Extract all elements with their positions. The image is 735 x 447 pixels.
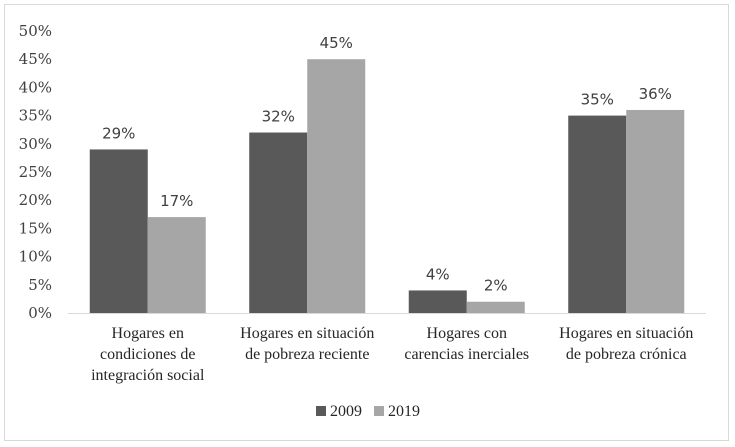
bar-2009-1 [249,132,308,313]
legend-swatch-2009 [316,406,326,416]
bar-2019-3 [626,109,685,314]
y-tick-label: 50% [19,22,52,40]
x-category-label: de pobreza crónica [566,346,687,363]
x-category-label: Hogares en situación [240,325,374,342]
x-category-label: condiciones de [100,346,196,363]
data-label: 36% [639,85,672,103]
y-tick-label: 25% [19,163,52,181]
y-tick-label: 5% [28,276,52,294]
x-category-label: de pobreza reciente [245,346,369,363]
y-tick-label: 15% [19,219,52,237]
legend-label-2019: 2019 [388,403,420,420]
x-category-label: carencias inerciales [404,346,529,363]
y-tick-label: 20% [19,191,52,209]
x-category-label: integración social [91,367,205,384]
y-tick-label: 30% [19,135,52,153]
bar-2009-2 [408,290,467,313]
data-label: 45% [320,34,353,52]
x-category-label: Hogares en situación [559,325,693,342]
bar-2009-3 [568,115,627,313]
data-label: 4% [426,265,450,283]
legend-swatch-2019 [374,406,384,416]
y-tick-label: 40% [19,78,52,96]
y-tick-label: 45% [19,50,52,68]
data-label: 17% [160,192,193,210]
data-label: 29% [102,124,135,142]
data-label: 2% [484,277,508,295]
bar-2019-1 [307,59,366,314]
x-category-label: Hogares en [112,325,184,342]
x-category-label: Hogares con [427,325,507,342]
y-tick-label: 35% [19,107,52,125]
bar-2009-0 [89,149,148,313]
data-label: 35% [581,91,614,109]
data-label: 32% [262,108,295,126]
bar-2019-2 [466,301,525,313]
bar-2019-0 [147,217,206,313]
y-tick-label: 10% [19,248,52,266]
legend-label-2009: 2009 [330,403,362,420]
y-tick-label: 0% [28,304,52,322]
